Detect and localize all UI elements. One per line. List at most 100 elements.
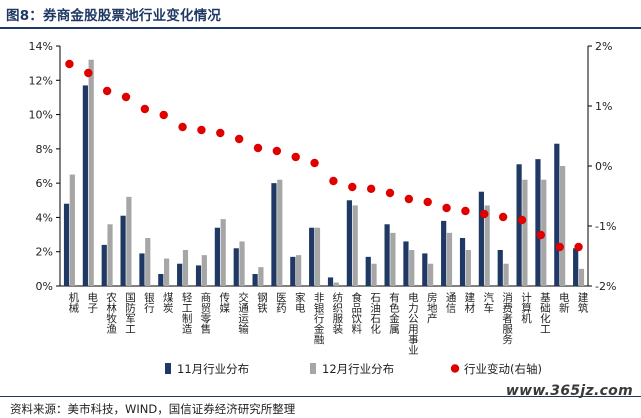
change-dot-23 — [480, 209, 489, 219]
y2-tick-label: 2% — [595, 40, 612, 53]
category-label-19: 电力公用事业 — [407, 291, 419, 355]
legend-swatch-1 — [165, 363, 171, 374]
y-tick-label: 4% — [36, 211, 53, 224]
legend-label-3: 行业变动(右轴) — [464, 362, 542, 376]
change-dot-13 — [291, 152, 300, 162]
bar-11m-18 — [384, 224, 390, 286]
bar-12m-12 — [277, 179, 283, 286]
bar-12m-28 — [578, 268, 585, 286]
category-label-4: 国防军工 — [124, 292, 136, 334]
change-dot-19 — [404, 194, 414, 204]
bar-11m-1 — [63, 203, 70, 286]
category-label-2: 电子 — [86, 291, 98, 313]
change-dot-1 — [65, 59, 74, 69]
figure-title: 图8：券商金股股票池行业变化情况 — [6, 8, 222, 24]
bar-12m-14 — [314, 227, 321, 286]
category-label-22: 建材 — [463, 291, 475, 313]
bar-12m-8 — [201, 255, 207, 286]
category-label-11: 钢铁 — [256, 291, 268, 314]
bar-12m-23 — [484, 205, 490, 286]
bar-12m-22 — [465, 250, 471, 286]
bar-11m-28 — [573, 248, 579, 286]
bar-12m-1 — [69, 174, 75, 286]
bar-12m-3 — [107, 224, 113, 286]
change-dot-16 — [348, 182, 357, 192]
y-tick-label: 14% — [29, 40, 53, 53]
bar-11m-14 — [309, 227, 315, 286]
change-dot-26 — [536, 230, 546, 240]
category-label-26: 基础化工 — [539, 291, 551, 334]
bar-11m-27 — [554, 143, 560, 286]
y-tick-label: 2% — [36, 246, 53, 259]
y2-tick-label: -2% — [595, 280, 616, 293]
change-dot-25 — [517, 215, 527, 225]
category-label-28: 建筑 — [577, 291, 589, 313]
category-label-21: 通信 — [445, 292, 457, 314]
category-label-5: 银行 — [143, 291, 155, 314]
bar-12m-13 — [296, 255, 302, 286]
bar-11m-10 — [233, 248, 239, 286]
category-label-18: 有色金属 — [388, 291, 400, 335]
change-dot-24 — [498, 212, 508, 222]
bar-11m-16 — [346, 200, 352, 286]
change-dot-17 — [366, 184, 376, 193]
bar-11m-19 — [403, 241, 409, 286]
category-label-25: 计算机 — [520, 291, 532, 324]
legend: 11月行业分布 12月行业分布 行业变动(右轴) — [165, 362, 542, 376]
change-dot-10 — [234, 134, 244, 144]
legend-swatch-3 — [450, 364, 460, 373]
category-label-20: 房地产 — [426, 291, 438, 324]
bottom-rule — [0, 396, 641, 397]
bar-12m-7 — [182, 250, 189, 286]
bar-11m-23 — [478, 191, 484, 286]
bar-11m-8 — [195, 265, 202, 286]
bar-12m-24 — [503, 263, 509, 286]
y2-tick-label: 0% — [595, 160, 612, 173]
bar-11m-9 — [214, 227, 220, 286]
change-dot-11 — [253, 143, 263, 153]
change-dot-8 — [197, 125, 206, 135]
category-label-23: 汽车 — [482, 291, 494, 314]
change-dot-12 — [272, 146, 282, 156]
bar-11m-15 — [327, 277, 334, 286]
bar-11m-13 — [290, 256, 296, 286]
title-rule — [0, 27, 641, 29]
change-dot-21 — [442, 203, 451, 213]
change-dot-7 — [178, 122, 187, 132]
bar-11m-4 — [120, 215, 126, 286]
bar-12m-17 — [371, 263, 377, 286]
y-tick-label: 10% — [29, 109, 53, 122]
category-label-7: 轻工制造 — [181, 291, 193, 334]
category-label-15: 纺织服装 — [331, 291, 343, 335]
category-label-17: 石油石化 — [369, 292, 381, 335]
bar-12m-18 — [390, 232, 396, 286]
bar-12m-4 — [126, 196, 132, 286]
category-label-6: 煤炭 — [162, 291, 174, 314]
bar-11m-5 — [139, 253, 145, 286]
dots-layer — [65, 59, 583, 252]
bar-11m-25 — [516, 164, 522, 286]
bar-12m-21 — [446, 232, 453, 286]
bar-12m-27 — [560, 166, 566, 286]
bar-11m-26 — [535, 159, 541, 286]
watermark: www.365jz.com — [505, 383, 633, 399]
bar-11m-6 — [158, 274, 164, 286]
change-dot-3 — [102, 86, 112, 96]
category-label-1: 机械 — [67, 291, 79, 314]
bar-12m-20 — [428, 263, 434, 286]
change-dot-6 — [159, 110, 168, 120]
chart-area: 0% 2% 4% 6% 8% 10% 12% 14% -2% -1% 0% 1% 2% 机械 电子 农林牧渔… — [29, 40, 617, 376]
category-label-9: 传媒 — [218, 292, 230, 314]
bar-11m-3 — [101, 244, 107, 286]
y-tick-label: 0% — [36, 280, 53, 293]
bar-11m-11 — [252, 274, 258, 286]
change-dot-27 — [555, 242, 564, 252]
change-dot-14 — [310, 158, 319, 168]
change-dot-28 — [574, 242, 583, 252]
y-tick-label: 6% — [36, 177, 53, 190]
bar-12m-19 — [409, 250, 415, 286]
source-note: 资料来源：美市科技，WIND，国信证券经济研究所整理 — [10, 402, 296, 416]
bar-11m-17 — [365, 256, 371, 286]
y-tick-label: 12% — [29, 74, 53, 87]
category-label-10: 交通运输 — [237, 291, 249, 335]
